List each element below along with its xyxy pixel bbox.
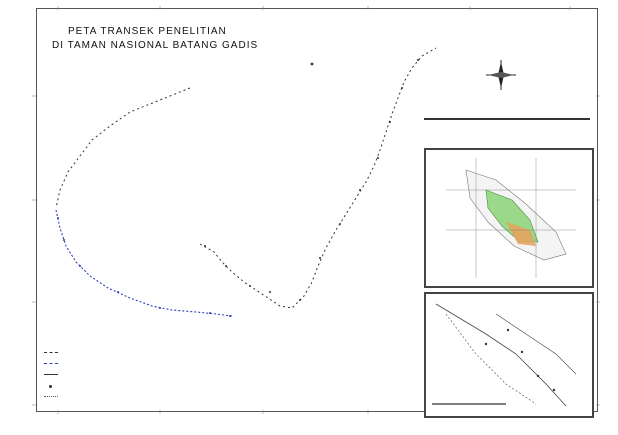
legend-symbol	[44, 396, 58, 397]
legend-item-transect	[44, 348, 164, 359]
map-title: PETA TRANSEK PENELITIAN	[68, 26, 227, 37]
inset-map-detail	[424, 292, 594, 418]
inset-map-location-canvas	[446, 158, 576, 278]
transect-points-blue	[57, 217, 231, 317]
legend-item-transect-blue	[44, 359, 164, 370]
north-arrow-icon	[486, 60, 516, 90]
legend-symbol	[49, 385, 52, 388]
transect-line-north	[55, 87, 191, 209]
inset-map-location	[424, 148, 594, 288]
legend-item-road	[44, 370, 164, 381]
map-frame	[36, 8, 598, 412]
legend-symbol	[44, 352, 58, 353]
legend-item-boundary	[44, 392, 164, 403]
inset-map-detail-canvas	[432, 303, 577, 407]
map-legend	[44, 348, 164, 403]
map-subtitle: DI TAMAN NASIONAL BATANG GADIS	[52, 40, 259, 51]
legend-symbol	[44, 363, 58, 364]
legend-symbol	[44, 374, 58, 375]
scale-bar	[424, 118, 590, 128]
legend-item-point	[44, 381, 164, 392]
transect-points	[204, 59, 419, 301]
transect-line-central	[199, 47, 437, 309]
transect-line-south	[55, 209, 233, 317]
